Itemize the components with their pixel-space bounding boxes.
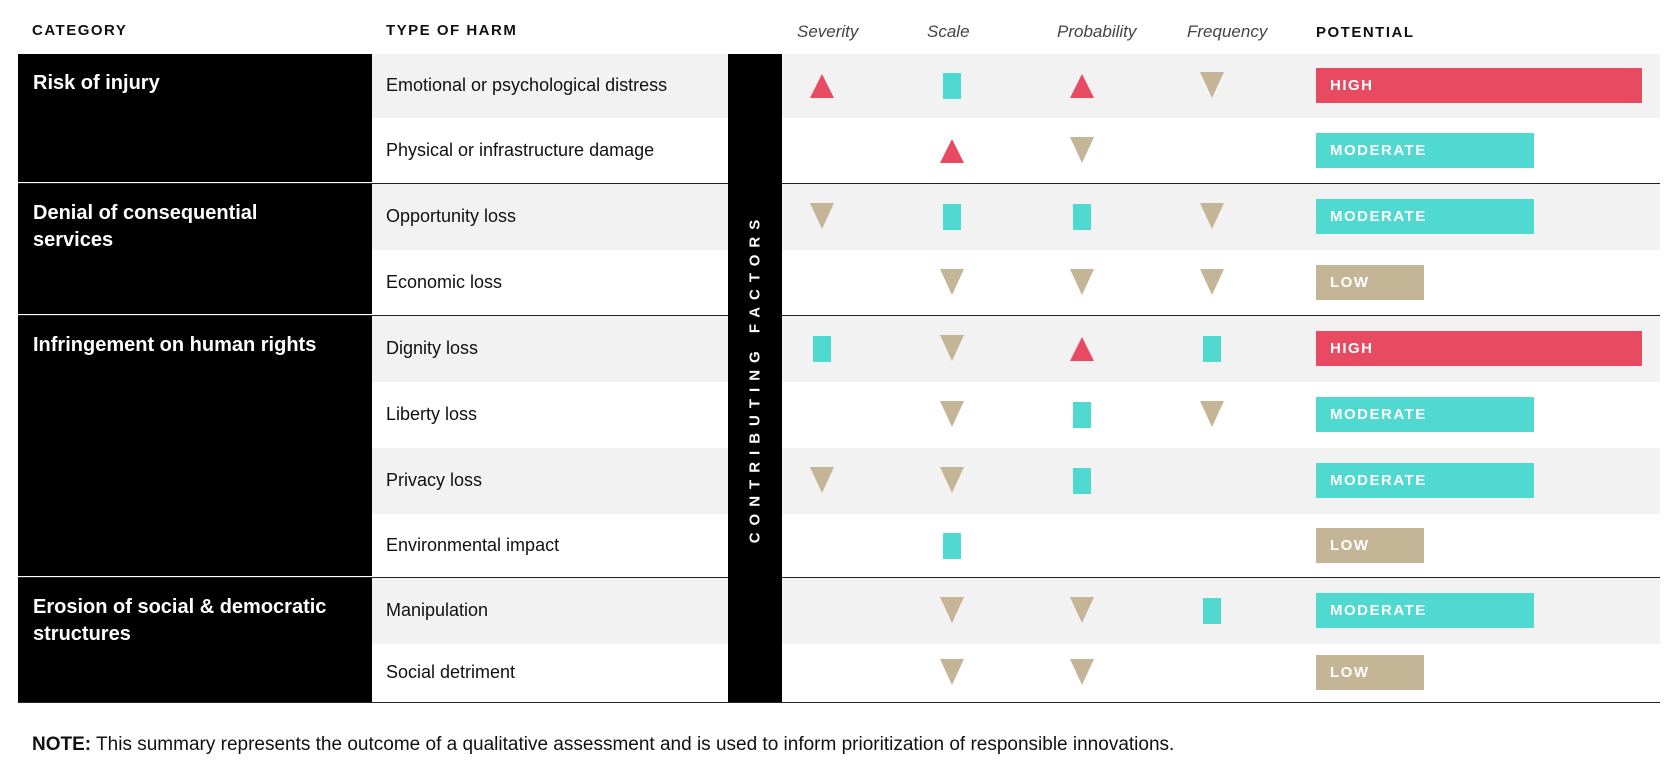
table-row bbox=[372, 644, 1660, 702]
neutral-probability-icon bbox=[1073, 402, 1091, 428]
harm-type-label: Liberty loss bbox=[386, 404, 478, 424]
decreasing-scale-icon bbox=[940, 401, 964, 427]
harm-type-label: Manipulation bbox=[386, 600, 489, 620]
category-block: Infringement on human rights bbox=[18, 316, 372, 576]
neutral-scale-icon bbox=[943, 533, 961, 559]
decreasing-scale-icon bbox=[940, 335, 964, 361]
table-row bbox=[372, 514, 1660, 578]
header-scale: Scale bbox=[927, 22, 970, 41]
increasing-scale-icon bbox=[940, 139, 964, 163]
harm-type-label: Emotional or psychological distress bbox=[386, 75, 668, 95]
category-divider bbox=[18, 577, 1660, 578]
table-bottom-border bbox=[18, 702, 1660, 703]
decreasing-frequency-icon bbox=[1200, 72, 1224, 98]
decreasing-probability-icon bbox=[1070, 659, 1094, 685]
increasing-probability-icon bbox=[1070, 337, 1094, 361]
decreasing-severity-icon bbox=[810, 203, 834, 229]
potential-bar: LOW bbox=[1316, 528, 1424, 563]
contributing-factors-label: CONTRIBUTING FACTORS bbox=[746, 212, 764, 544]
decreasing-frequency-icon bbox=[1200, 269, 1224, 295]
potential-bar: MODERATE bbox=[1316, 133, 1534, 168]
neutral-probability-icon bbox=[1073, 204, 1091, 230]
decreasing-probability-icon bbox=[1070, 597, 1094, 623]
potential-bar: LOW bbox=[1316, 265, 1424, 300]
harm-type-label: Social detriment bbox=[386, 662, 516, 682]
category-block: Denial of consequential services bbox=[18, 184, 372, 314]
decreasing-frequency-icon bbox=[1200, 401, 1224, 427]
neutral-frequency-icon bbox=[1203, 598, 1221, 624]
neutral-frequency-icon bbox=[1203, 336, 1221, 362]
category-label: Denial of consequential services bbox=[33, 202, 258, 251]
harm-type-label: Privacy loss bbox=[386, 470, 483, 490]
header-type-of-harm: TYPE OF HARM bbox=[386, 22, 518, 39]
potential-bar: MODERATE bbox=[1316, 593, 1534, 628]
harm-type-label: Physical or infrastructure damage bbox=[386, 140, 655, 160]
footnote: NOTE: This summary represents the outcom… bbox=[32, 734, 1174, 756]
header-category: CATEGORY bbox=[32, 22, 128, 39]
table-row bbox=[372, 250, 1660, 316]
potential-bar: MODERATE bbox=[1316, 199, 1534, 234]
increasing-severity-icon bbox=[810, 74, 834, 98]
neutral-scale-icon bbox=[943, 73, 961, 99]
potential-bar: MODERATE bbox=[1316, 463, 1534, 498]
potential-bar: LOW bbox=[1316, 655, 1424, 690]
category-divider bbox=[18, 315, 1660, 316]
decreasing-scale-icon bbox=[940, 597, 964, 623]
harm-type-label: Dignity loss bbox=[386, 338, 479, 358]
decreasing-frequency-icon bbox=[1200, 203, 1224, 229]
neutral-scale-icon bbox=[943, 204, 961, 230]
potential-bar: HIGH bbox=[1316, 68, 1642, 103]
category-block: Erosion of social & democratic structure… bbox=[18, 578, 372, 702]
header-frequency: Frequency bbox=[1187, 22, 1268, 41]
harm-type-label: Environmental impact bbox=[386, 535, 560, 555]
increasing-probability-icon bbox=[1070, 74, 1094, 98]
category-block: Risk of injury bbox=[18, 54, 372, 182]
category-label: Infringement on human rights bbox=[33, 334, 317, 356]
harm-type-label: Opportunity loss bbox=[386, 206, 517, 226]
decreasing-severity-icon bbox=[810, 467, 834, 493]
decreasing-scale-icon bbox=[940, 659, 964, 685]
header-potential: POTENTIAL bbox=[1316, 24, 1415, 41]
category-label: Risk of injury bbox=[33, 72, 160, 94]
category-label: Erosion of social & democratic structure… bbox=[33, 596, 327, 645]
decreasing-probability-icon bbox=[1070, 137, 1094, 163]
potential-bar: MODERATE bbox=[1316, 397, 1534, 432]
harm-type-label: Economic loss bbox=[386, 272, 503, 292]
potential-bar: HIGH bbox=[1316, 331, 1642, 366]
decreasing-probability-icon bbox=[1070, 269, 1094, 295]
neutral-probability-icon bbox=[1073, 468, 1091, 494]
decreasing-scale-icon bbox=[940, 269, 964, 295]
note-label: NOTE: bbox=[32, 734, 92, 755]
header-probability: Probability bbox=[1057, 22, 1137, 41]
header-severity: Severity bbox=[797, 22, 859, 41]
category-divider bbox=[18, 183, 1660, 184]
neutral-severity-icon bbox=[813, 336, 831, 362]
note-text: This summary represents the outcome of a… bbox=[91, 734, 1175, 755]
decreasing-scale-icon bbox=[940, 467, 964, 493]
contributing-factors-band: CONTRIBUTING FACTORS bbox=[728, 54, 782, 702]
